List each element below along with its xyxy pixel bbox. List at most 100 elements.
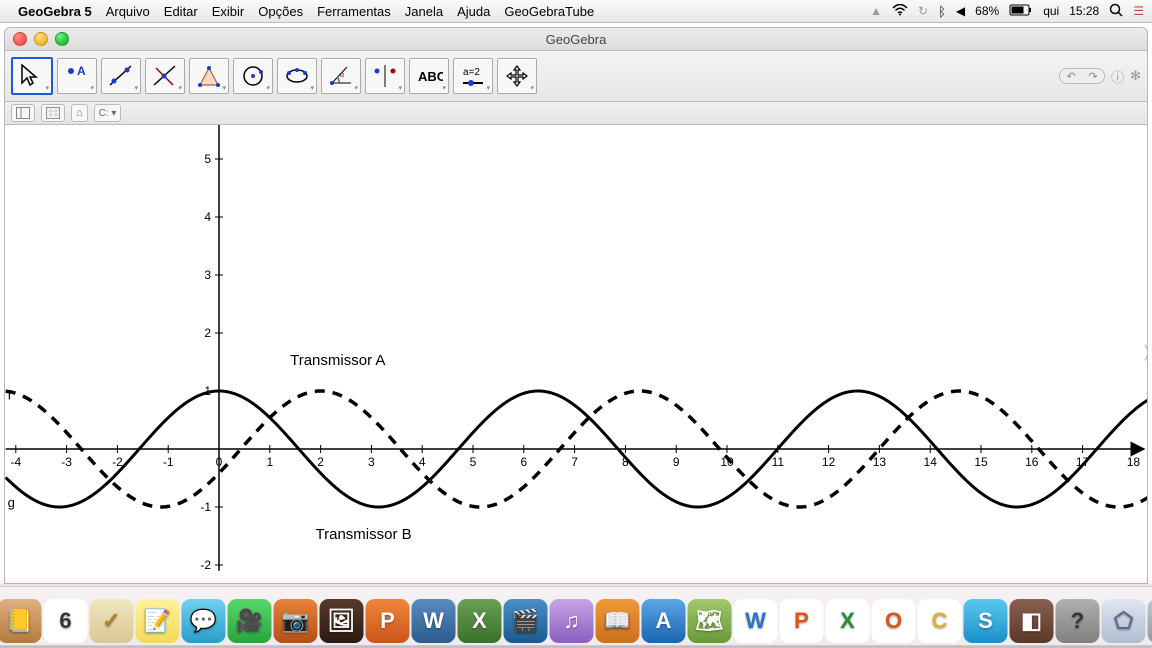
perpendicular-tool[interactable]: ▾ — [145, 58, 185, 94]
move-tool[interactable]: ▾ — [11, 57, 53, 95]
menu-ajuda[interactable]: Ajuda — [457, 4, 490, 19]
settings-icon[interactable]: ✻ — [1130, 68, 1141, 84]
view-subbar: ⌂ C: ▾ — [5, 102, 1147, 125]
svg-text:15: 15 — [974, 455, 988, 469]
line-tool[interactable]: ▾ — [101, 58, 141, 94]
menu-editar[interactable]: Editar — [164, 4, 198, 19]
window-titlebar[interactable]: GeoGebra — [5, 28, 1147, 51]
dock-excel[interactable]: X — [826, 599, 870, 643]
svg-text:11: 11 — [772, 455, 785, 469]
macos-menubar: GeoGebra 5 Arquivo Editar Exibir Opções … — [0, 0, 1152, 23]
menu-opcoes[interactable]: Opções — [258, 4, 303, 19]
text-tool[interactable]: ABC▾ — [409, 58, 449, 94]
dock-reminders[interactable]: ✓ — [90, 599, 134, 643]
app-name[interactable]: GeoGebra 5 — [18, 4, 92, 19]
dock-preview[interactable]: 📄 — [1148, 599, 1152, 643]
reflect-tool[interactable]: ▾ — [365, 58, 405, 94]
angle-tool[interactable]: α▾ — [321, 58, 361, 94]
svg-text:α: α — [340, 72, 344, 79]
dock-office3[interactable]: X — [458, 599, 502, 643]
undo-button[interactable]: ↶ — [1060, 69, 1082, 83]
point-tool[interactable]: A▾ — [57, 58, 97, 94]
dock-calendar[interactable]: 6 — [44, 599, 88, 643]
tool-toolbar: ▾A▾▾▾▾▾▾α▾▾ABC▾a=2▾▾ ↶ ↷ ⓘ ✻ — [5, 51, 1147, 102]
timemachine-icon[interactable]: ↻ — [918, 4, 928, 18]
svg-text:4: 4 — [204, 210, 211, 224]
svg-text:a=2: a=2 — [463, 67, 480, 78]
curve-label-f: Transmissor A — [290, 352, 385, 369]
panel-toggle-1[interactable] — [11, 104, 35, 122]
svg-text:-1: -1 — [163, 455, 174, 469]
spotlight-icon[interactable] — [1109, 3, 1123, 20]
menu-exibir[interactable]: Exibir — [212, 4, 245, 19]
svg-text:2: 2 — [317, 455, 324, 469]
panel-toggle-2[interactable] — [41, 104, 65, 122]
svg-text:-4: -4 — [10, 455, 21, 469]
dock[interactable]: ☺🚀🧭✉📒6✓📝💬🎥📷🖼PWX🎬♫📖A🗺WPXOCS◧?⬠📄⬇📁🗑 — [0, 586, 1152, 646]
curve-label-g: Transmissor B — [316, 526, 412, 543]
svg-text:0: 0 — [216, 455, 223, 469]
volume-icon[interactable]: ◀ — [956, 4, 965, 18]
clock-day[interactable]: qui — [1043, 4, 1059, 18]
graphics-view[interactable]: -4-3-2-10123456789101112131415161718-2-1… — [5, 125, 1147, 584]
notification-icon[interactable]: ☰ — [1133, 4, 1144, 18]
dock-app2[interactable]: ? — [1056, 599, 1100, 643]
svg-text:18: 18 — [1127, 455, 1141, 469]
dock-chrome[interactable]: C — [918, 599, 962, 643]
dock-facetime[interactable]: 🎥 — [228, 599, 272, 643]
svg-text:1: 1 — [266, 455, 273, 469]
svg-text:4: 4 — [419, 455, 426, 469]
menu-janela[interactable]: Janela — [405, 4, 443, 19]
dock-maps[interactable]: 🗺 — [688, 599, 732, 643]
dock-messages[interactable]: 💬 — [182, 599, 226, 643]
dock-keynote[interactable]: 🎬 — [504, 599, 548, 643]
curve-name-g: g — [8, 495, 15, 510]
dock-word[interactable]: W — [734, 599, 778, 643]
graph-canvas[interactable]: -4-3-2-10123456789101112131415161718-2-1… — [5, 125, 1147, 580]
svg-text:5: 5 — [204, 152, 211, 166]
slider-tool[interactable]: a=2▾ — [453, 58, 493, 94]
polygon-tool[interactable]: ▾ — [189, 58, 229, 94]
svg-text:ABC: ABC — [418, 69, 443, 84]
move-view-tool[interactable]: ▾ — [497, 58, 537, 94]
dock-contacts[interactable]: 📒 — [0, 599, 42, 643]
dock-itunes[interactable]: ♫ — [550, 599, 594, 643]
dock-powerpoint[interactable]: P — [780, 599, 824, 643]
help-icon[interactable]: ⓘ — [1111, 67, 1124, 86]
dock-app1[interactable]: ◧ — [1010, 599, 1054, 643]
menu-arquivo[interactable]: Arquivo — [106, 4, 150, 19]
svg-text:3: 3 — [368, 455, 375, 469]
battery-icon[interactable] — [1009, 4, 1033, 19]
conic-tool[interactable]: ▾ — [277, 58, 317, 94]
redo-button[interactable]: ↷ — [1082, 69, 1104, 83]
geogebra-window: GeoGebra ▾A▾▾▾▾▾▾α▾▾ABC▾a=2▾▾ ↶ ↷ ⓘ ✻ ⌂ … — [4, 27, 1148, 609]
menu-geogebratube[interactable]: GeoGebraTube — [504, 4, 594, 19]
svg-text:12: 12 — [822, 455, 836, 469]
dock-skype[interactable]: S — [964, 599, 1008, 643]
bluetooth-icon[interactable]: ᛒ — [938, 4, 946, 19]
undo-redo-group: ↶ ↷ — [1059, 68, 1105, 84]
svg-text:13: 13 — [873, 455, 887, 469]
dock-office2[interactable]: W — [412, 599, 456, 643]
dock-geogebra[interactable]: ⬠ — [1102, 599, 1146, 643]
menu-ferramentas[interactable]: Ferramentas — [317, 4, 391, 19]
wifi-icon[interactable] — [892, 4, 908, 19]
svg-text:16: 16 — [1025, 455, 1039, 469]
drive-icon[interactable]: ▲ — [870, 4, 882, 18]
home-button[interactable]: ⌂ — [71, 104, 88, 122]
circle-tool[interactable]: ▾ — [233, 58, 273, 94]
dock-photos[interactable]: 🖼 — [320, 599, 364, 643]
expression-dropdown[interactable]: C: ▾ — [94, 104, 122, 122]
dock-appstore[interactable]: A — [642, 599, 686, 643]
battery-text: 68% — [975, 4, 999, 18]
clock-time[interactable]: 15:28 — [1069, 4, 1099, 18]
dock-ibooks[interactable]: 📖 — [596, 599, 640, 643]
dock-office1[interactable]: P — [366, 599, 410, 643]
dock-onenote[interactable]: O — [872, 599, 916, 643]
window-title: GeoGebra — [5, 32, 1147, 47]
dock-photobooth[interactable]: 📷 — [274, 599, 318, 643]
dock-notes[interactable]: 📝 — [136, 599, 180, 643]
svg-text:7: 7 — [571, 455, 578, 469]
svg-text:14: 14 — [924, 455, 938, 469]
svg-text:-1: -1 — [200, 500, 211, 514]
